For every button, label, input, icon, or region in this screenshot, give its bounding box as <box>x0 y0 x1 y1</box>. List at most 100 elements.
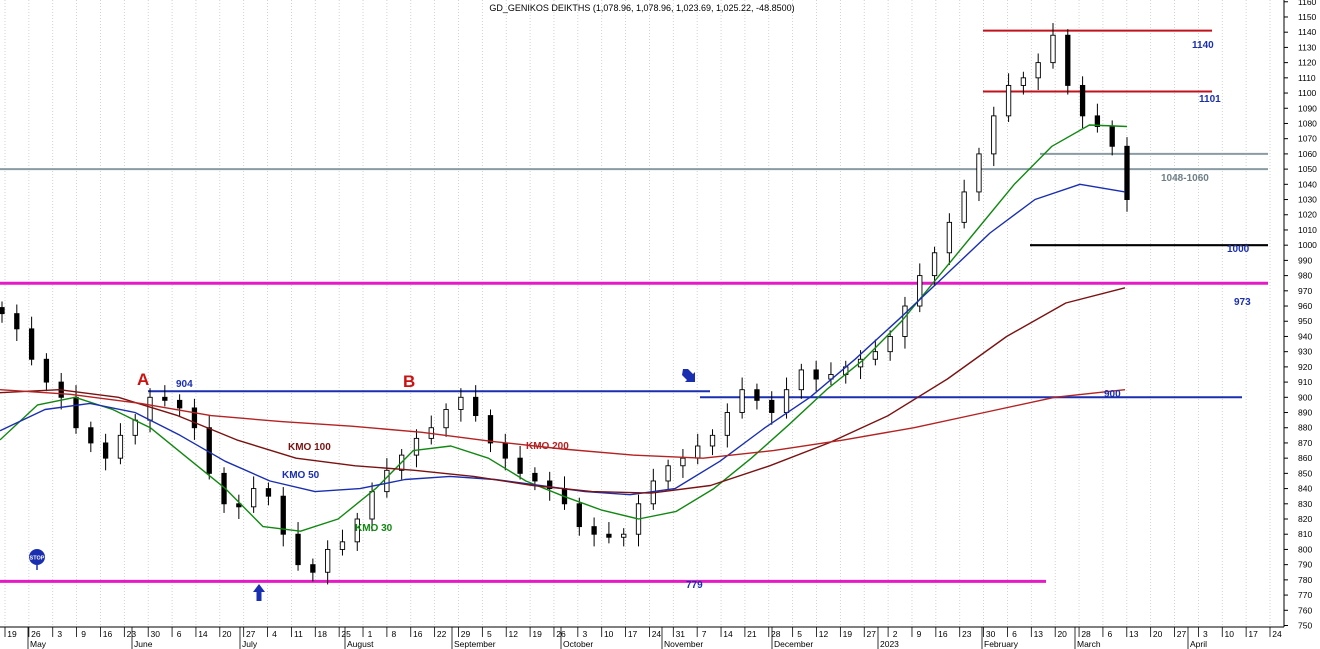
month-label: July <box>242 639 258 649</box>
x-tick-label: 6 <box>1108 629 1113 639</box>
candle-body <box>413 437 420 456</box>
level-label-779: 779 <box>686 580 703 591</box>
month-label: May <box>30 639 47 649</box>
y-tick-label: 1000 <box>1298 240 1317 250</box>
y-tick-label: 920 <box>1298 362 1312 372</box>
x-tick-label: 20 <box>222 629 232 639</box>
candle-body <box>591 526 597 535</box>
candle-body <box>88 427 94 444</box>
y-tick-label: 1120 <box>1298 58 1317 68</box>
candle-body <box>1005 84 1012 117</box>
chart-title: GD_GENIKOS DEIKTHS (1,078.96, 1,078.96, … <box>489 3 794 13</box>
candle-body <box>798 369 804 391</box>
ma-line <box>0 389 1126 459</box>
candle-body <box>310 564 316 573</box>
y-tick-label: 1140 <box>1298 27 1317 37</box>
x-tick-label: 28 <box>771 629 781 639</box>
x-tick-label: 27 <box>867 629 877 639</box>
y-tick-label: 780 <box>1298 575 1312 585</box>
candle-body <box>724 412 730 436</box>
candle-body <box>458 396 464 410</box>
candle-body <box>680 457 686 467</box>
candle-body <box>176 399 183 409</box>
candle-body <box>917 275 923 307</box>
y-axis: 750 760 770 780 790 800 810 820 830 840 850 860 870 8… <box>1283 0 1317 631</box>
x-tick-label: 17 <box>1248 629 1258 639</box>
candle-body <box>295 533 301 566</box>
y-tick-label: 1110 <box>1298 73 1316 83</box>
y-tick-label: 1090 <box>1298 103 1317 113</box>
candle-body <box>1065 34 1071 86</box>
y-tick-label: 810 <box>1298 529 1312 539</box>
y-tick-label: 910 <box>1298 377 1312 387</box>
candle-body <box>339 541 346 550</box>
y-tick-label: 1160 <box>1298 0 1317 7</box>
x-tick-label: 31 <box>676 629 686 639</box>
x-tick-label: 10 <box>1225 629 1235 639</box>
y-tick-label: 800 <box>1298 544 1312 554</box>
stop-sign-icon: STOP <box>29 549 45 570</box>
y-tick-label: 960 <box>1298 301 1312 311</box>
y-tick-label: 930 <box>1298 347 1312 357</box>
y-tick-label: 990 <box>1298 255 1312 265</box>
level-label-900: 900 <box>1104 389 1121 400</box>
x-tick-label: 3 <box>1203 629 1208 639</box>
candle-body <box>754 389 760 401</box>
month-label: February <box>984 639 1019 649</box>
x-tick-label: 25 <box>341 629 351 639</box>
y-tick-label: 1150 <box>1298 12 1317 22</box>
candle-body <box>902 305 908 337</box>
month-label: April <box>1190 639 1207 649</box>
candle-body <box>813 369 819 380</box>
candle-body <box>872 351 879 360</box>
y-tick-label: 1070 <box>1298 134 1317 144</box>
candle-body <box>102 442 109 459</box>
candle-body <box>502 442 508 459</box>
candle-body <box>473 396 479 417</box>
candle-body <box>621 533 627 538</box>
x-tick-label: 23 <box>962 629 972 639</box>
month-label: June <box>134 639 153 649</box>
label-a: A <box>137 370 149 389</box>
label-b: B <box>403 372 415 391</box>
x-tick-label: 3 <box>582 629 587 639</box>
x-tick-label: 17 <box>628 629 638 639</box>
x-tick-label: 14 <box>723 629 733 639</box>
x-tick-label: 9 <box>81 629 86 639</box>
y-tick-label: 1130 <box>1298 42 1317 52</box>
candle-body <box>384 469 390 493</box>
label-kmo-30: KMO 30 <box>355 523 393 534</box>
x-tick-label: 6 <box>177 629 182 639</box>
x-tick-label: 6 <box>1012 629 1017 639</box>
x-tick-label: 21 <box>747 629 757 639</box>
x-tick-label: 4 <box>272 629 277 639</box>
x-tick-label: 13 <box>1034 629 1044 639</box>
x-tick-label: 28 <box>1081 629 1091 639</box>
candle-body <box>991 115 997 155</box>
candle-body <box>43 358 50 383</box>
y-tick-label: 750 <box>1298 621 1312 631</box>
candle-body <box>250 488 257 508</box>
candlesticks <box>0 23 1130 585</box>
candle-body <box>576 503 582 528</box>
candle-body <box>976 153 982 193</box>
x-tick-label: 18 <box>318 629 328 639</box>
x-tick-label: 20 <box>1153 629 1163 639</box>
y-tick-label: 1060 <box>1298 149 1317 159</box>
y-tick-label: 760 <box>1298 605 1312 615</box>
y-tick-label: 880 <box>1298 423 1312 433</box>
candle-body <box>369 491 375 520</box>
arrow-up-icon <box>253 584 265 601</box>
x-tick-label: 30 <box>150 629 160 639</box>
level-label-904: 904 <box>176 379 193 390</box>
month-label: December <box>774 639 813 649</box>
x-tick-label: 16 <box>413 629 423 639</box>
y-tick-label: 950 <box>1298 316 1312 326</box>
x-tick-label: 30 <box>986 629 996 639</box>
x-tick-label: 26 <box>31 629 41 639</box>
x-tick-label: 27 <box>1177 629 1187 639</box>
x-tick-label: 12 <box>819 629 829 639</box>
candle-body <box>1020 77 1027 86</box>
y-tick-label: 970 <box>1298 286 1312 296</box>
